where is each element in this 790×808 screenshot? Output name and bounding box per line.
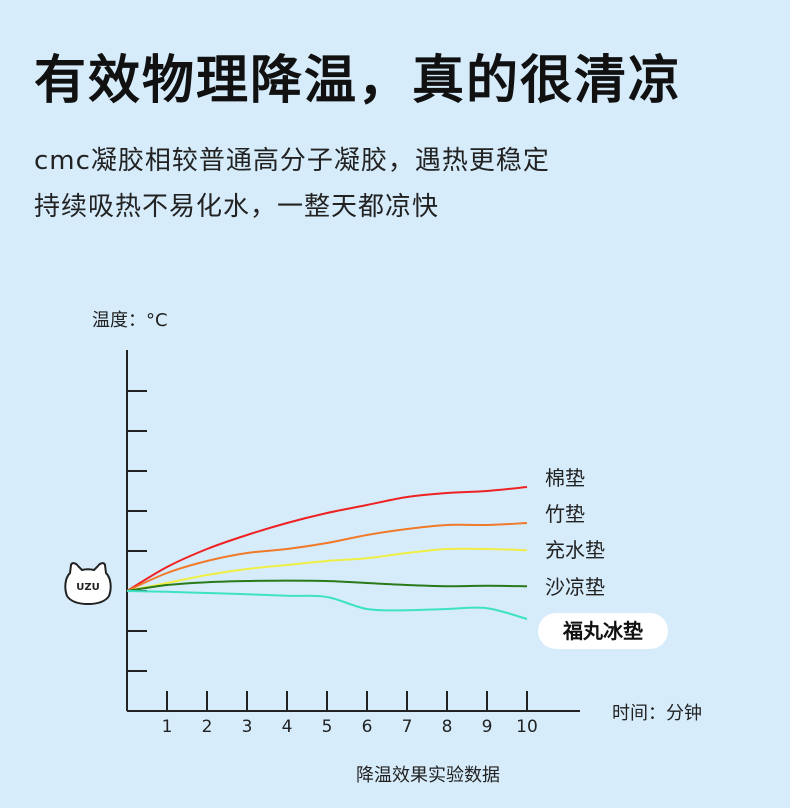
series-line-4 — [126, 579, 528, 592]
x-tick-label: 4 — [282, 717, 293, 737]
series-label-3: 充水垫 — [545, 538, 605, 562]
subtitle-line-1: cmc凝胶相较普通高分子凝胶，遇热更稳定 — [34, 146, 550, 176]
x-tick-label: 1 — [162, 717, 173, 737]
series-line-3 — [126, 547, 528, 592]
chart-title: 降温效果实验数据 — [356, 765, 500, 786]
series-label-4: 沙凉垫 — [545, 575, 605, 599]
x-tick-label: 8 — [442, 717, 453, 737]
x-tick-label: 2 — [202, 717, 213, 737]
x-tick-label: 10 — [516, 717, 538, 737]
x-tick-label: 6 — [362, 717, 373, 737]
page-headline: 有效物理降温，真的很清凉 — [34, 51, 683, 111]
logo-text: UZU — [76, 582, 100, 593]
series-label-5: 福丸冰垫 — [562, 619, 643, 643]
series-line-5 — [126, 590, 528, 620]
x-tick-label: 3 — [242, 717, 253, 737]
y-axis-label: 温度：°C — [92, 310, 168, 331]
x-axis-label: 时间：分钟 — [612, 703, 702, 724]
x-tick-label: 9 — [482, 717, 493, 737]
series-label-2: 竹垫 — [545, 502, 585, 526]
brand-logo-icon: UZU — [64, 562, 112, 606]
logo-outline — [64, 562, 112, 606]
series-label-1: 棉垫 — [545, 466, 585, 490]
series-line-1 — [126, 486, 528, 592]
x-tick-label: 7 — [402, 717, 413, 737]
subtitle-line-2: 持续吸热不易化水，一整天都凉快 — [34, 192, 440, 222]
highlight-label-pill — [538, 613, 668, 649]
series-line-2 — [126, 522, 528, 592]
x-tick-label: 5 — [322, 717, 333, 737]
